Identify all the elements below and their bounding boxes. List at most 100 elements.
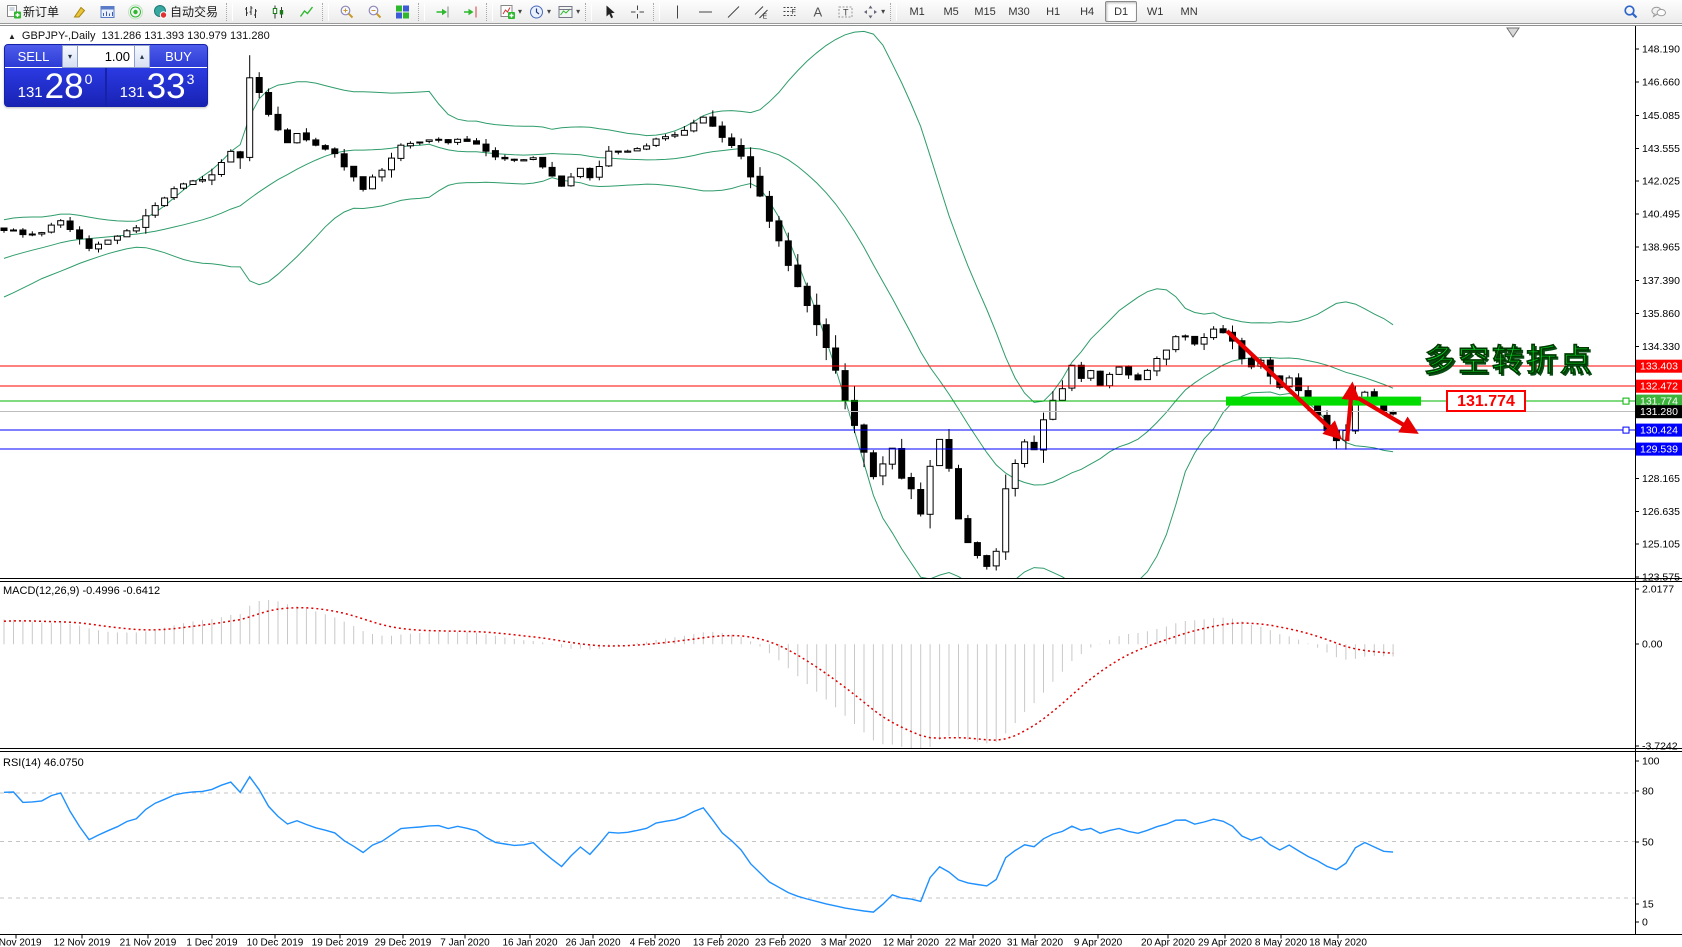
new-order-button[interactable]: 新订单: [2, 1, 65, 23]
price-tick-label: 145.085: [1642, 110, 1680, 122]
panel-collapse-arrow[interactable]: ▲: [8, 32, 16, 41]
main-price-pane[interactable]: [0, 30, 1635, 597]
price-tick-label: 125.105: [1642, 539, 1680, 551]
date-tick-label: 12 Mar 2020: [883, 938, 940, 947]
vline-icon: [676, 5, 678, 18]
zoom-in-button[interactable]: [332, 1, 360, 23]
timeframe-button-m5[interactable]: M5: [943, 5, 959, 18]
zoom-in-icon: [340, 5, 353, 18]
buy-price-button[interactable]: 131 33 3: [107, 68, 207, 106]
sell-button[interactable]: SELL: [5, 45, 62, 68]
price-chip-129.539: [1636, 442, 1682, 456]
trend-arrow-3[interactable]: [1356, 396, 1419, 434]
bar-chart-button[interactable]: [236, 1, 264, 23]
periods-button[interactable]: ▾: [525, 1, 554, 23]
trendline-icon: [727, 5, 739, 18]
price-tick-label: 137.390: [1642, 275, 1680, 287]
date-tick-label: 3 Mar 2020: [821, 938, 872, 947]
templates-button[interactable]: ▾: [554, 1, 583, 23]
one-click-trading-panel: SELL ▾ ▴ BUY 131 28 0 131 33 3: [4, 44, 208, 107]
rsi-axis-label: 100: [1642, 756, 1660, 768]
date-axis[interactable]: 4 Nov 2019 12 Nov 2019 21 Nov 2019 1 Dec 20…: [0, 935, 1367, 947]
text-button[interactable]: A: [803, 1, 831, 23]
price-chip-label: 132.472: [1640, 381, 1678, 393]
search-button[interactable]: [1616, 1, 1644, 23]
crosshair-button[interactable]: [623, 1, 651, 23]
timeframe-button-m1[interactable]: M1: [909, 5, 925, 18]
toolbar-grip: [418, 2, 426, 21]
price-tick-label: 143.555: [1642, 143, 1680, 155]
trend-arrow-2[interactable]: [1341, 381, 1361, 442]
hline-handle[interactable]: [1622, 426, 1630, 434]
price-tick-label: 140.495: [1642, 209, 1680, 221]
date-tick-label: 18 May 2020: [1309, 938, 1367, 947]
cursor-button[interactable]: [595, 1, 623, 23]
date-tick-label: 13 Feb 2020: [693, 938, 750, 947]
market-watch-button[interactable]: [93, 1, 121, 23]
signal-button[interactable]: [121, 1, 149, 23]
shapes-button[interactable]: ▾: [859, 1, 888, 23]
indicators-button[interactable]: ▾: [496, 1, 525, 23]
volume-decrease-button[interactable]: ▾: [62, 45, 78, 68]
vline-button[interactable]: [663, 1, 691, 23]
wand-button[interactable]: [65, 1, 93, 23]
price-tag-131774[interactable]: 131.774: [1446, 390, 1526, 412]
chart-shift-marker[interactable]: [1506, 27, 1520, 38]
support-zone-bar[interactable]: [1226, 396, 1421, 406]
candles-layer: [0, 55, 1397, 571]
timeframe-button-d1[interactable]: D1: [1105, 1, 1138, 22]
price-chip-130.424: [1636, 423, 1682, 437]
svg-text:131.774: 131.774: [1457, 393, 1515, 410]
toolbar-grip: [890, 2, 898, 21]
timeframe-button-mn[interactable]: MN: [1180, 5, 1198, 18]
timeframe-button-m15[interactable]: M15: [974, 5, 996, 18]
fibonacci-button[interactable]: F: [775, 1, 803, 23]
price-tick-label: 142.025: [1642, 176, 1680, 188]
chat-icon: [1650, 6, 1666, 18]
zoom-out-button[interactable]: [360, 1, 388, 23]
tile-windows-button[interactable]: [388, 1, 416, 23]
chart-shift-button[interactable]: [456, 1, 484, 23]
timeframe-button-h4[interactable]: H4: [1080, 5, 1095, 18]
text-label-button[interactable]: T: [831, 1, 859, 23]
toolbar-grip: [226, 2, 234, 21]
volume-input[interactable]: [78, 45, 134, 68]
hline-handle[interactable]: [1622, 397, 1630, 405]
price-chip-label: 129.539: [1640, 444, 1678, 456]
macd-pane[interactable]: [3, 600, 1394, 751]
rsi-pane[interactable]: [0, 775, 1635, 913]
date-tick-label: 20 Apr 2020: [1141, 938, 1195, 947]
new-order-label: 新订单: [23, 5, 60, 19]
auto-scroll-button[interactable]: [428, 1, 456, 23]
trend-arrow-1[interactable]: [1225, 329, 1343, 440]
ohlc-values: 131.286 131.393 130.979 131.280: [101, 30, 270, 42]
candle-chart-button[interactable]: [264, 1, 292, 23]
svg-text:多空转折点: 多空转折点: [1426, 345, 1596, 380]
search-icon: [1623, 4, 1637, 18]
chat-button[interactable]: [1644, 1, 1672, 23]
rsi-axis-label: 15: [1642, 899, 1654, 911]
bollinger-bands: [3, 30, 1394, 578]
zoom-out-icon: [368, 5, 381, 18]
autotrade-button[interactable]: 自动交易: [149, 1, 224, 23]
timeframe-button-w1[interactable]: W1: [1146, 5, 1164, 18]
autotrade-icon: [154, 4, 168, 19]
volume-increase-button[interactable]: ▴: [134, 45, 150, 68]
buy-button[interactable]: BUY: [150, 45, 207, 68]
line-chart-button[interactable]: [292, 1, 320, 23]
channel-button[interactable]: E: [747, 1, 775, 23]
buy-price-sup: 3: [186, 71, 195, 87]
price-tick-label: 138.965: [1642, 241, 1680, 253]
price-axis[interactable]: 148.190 146.660 145.085 143.555 142.025 140.4…: [1622, 44, 1682, 929]
timeframe-button-h1[interactable]: H1: [1046, 5, 1061, 18]
price-tick-label: 128.165: [1642, 473, 1680, 485]
trendline-button[interactable]: [719, 1, 747, 23]
date-tick-label: 12 Nov 2019: [54, 938, 111, 947]
market-watch-icon: [100, 5, 115, 18]
timeframe-button-m30[interactable]: M30: [1008, 5, 1030, 18]
hline-button[interactable]: [691, 1, 719, 23]
sell-price-button[interactable]: 131 28 0: [5, 68, 105, 106]
price-chip-132.472: [1636, 379, 1682, 393]
